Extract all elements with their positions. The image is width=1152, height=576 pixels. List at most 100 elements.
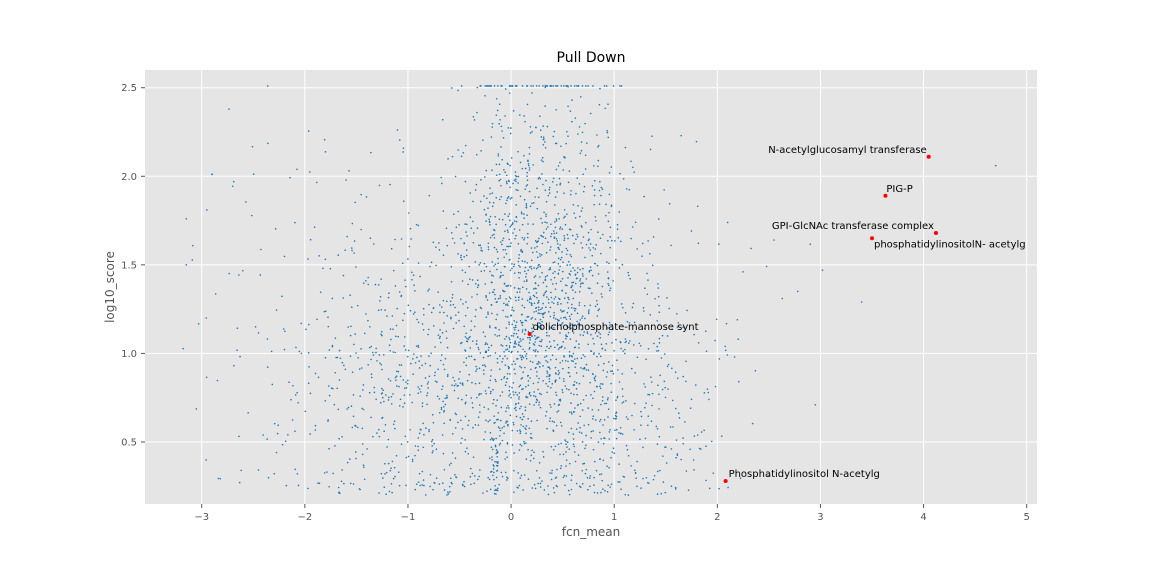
data-point [538, 176, 541, 179]
data-point [508, 213, 511, 215]
data-point [389, 183, 391, 186]
data-point [462, 484, 464, 487]
data-point [567, 489, 570, 492]
data-point [526, 262, 529, 264]
data-point [402, 200, 405, 202]
data-point [530, 420, 533, 423]
data-point [540, 345, 543, 348]
data-point [644, 437, 647, 440]
data-point [489, 379, 492, 382]
data-point [564, 347, 566, 349]
data-point [370, 358, 372, 361]
data-point [525, 319, 528, 322]
data-point [581, 317, 583, 319]
data-point [535, 349, 537, 351]
data-point [505, 410, 507, 413]
data-point [624, 352, 626, 355]
data-point [577, 323, 579, 326]
data-point [491, 205, 494, 208]
data-point [535, 470, 538, 472]
data-point [559, 467, 562, 470]
data-point [615, 399, 617, 402]
data-point [405, 387, 408, 389]
data-point [532, 323, 534, 326]
data-point [555, 108, 557, 111]
data-point [686, 309, 688, 312]
x-tick-label: 2 [714, 512, 720, 523]
data-point [624, 493, 627, 496]
data-point [228, 108, 230, 110]
data-point [607, 239, 609, 242]
data-point [547, 241, 549, 243]
data-point [607, 277, 610, 279]
data-point [488, 457, 491, 459]
data-point [245, 201, 247, 203]
data-point [537, 388, 539, 391]
data-point [428, 328, 430, 331]
data-point [500, 241, 502, 243]
data-point [433, 482, 436, 484]
data-point [239, 355, 241, 358]
data-point [555, 218, 558, 220]
data-point [489, 488, 492, 491]
data-point [394, 351, 397, 354]
data-point [542, 365, 544, 367]
data-point [587, 85, 589, 87]
data-point [570, 327, 572, 330]
data-point [479, 306, 482, 309]
data-point [554, 288, 557, 290]
data-point [392, 423, 395, 426]
data-point [461, 437, 463, 440]
data-point [471, 340, 474, 342]
data-point [474, 424, 477, 426]
data-point [254, 326, 257, 328]
data-point [482, 369, 485, 371]
data-point [466, 235, 468, 237]
data-point [487, 313, 489, 315]
data-point [504, 471, 507, 474]
data-point [407, 455, 410, 458]
data-point [601, 383, 604, 385]
data-point [592, 246, 595, 249]
data-point [573, 307, 575, 310]
data-point [446, 300, 448, 303]
data-point [607, 282, 609, 285]
data-point [511, 85, 514, 87]
data-point [457, 397, 459, 400]
data-point [726, 221, 729, 224]
data-point [205, 459, 208, 461]
data-point [493, 438, 495, 440]
data-point [448, 485, 451, 488]
data-point [581, 131, 584, 134]
data-point [477, 346, 480, 349]
data-point [538, 321, 540, 324]
data-point [506, 479, 508, 481]
data-point [406, 441, 409, 443]
data-point [598, 308, 601, 310]
data-point [640, 424, 642, 426]
data-point [408, 212, 410, 214]
data-point [541, 173, 543, 175]
data-point [545, 200, 548, 203]
data-point [620, 303, 623, 305]
data-point [461, 398, 463, 401]
data-point [607, 136, 610, 139]
data-point [355, 352, 357, 354]
data-point [328, 349, 331, 351]
data-point [443, 468, 446, 471]
data-point [496, 268, 498, 271]
data-point [342, 274, 345, 277]
data-point [599, 385, 601, 388]
data-point [463, 485, 466, 488]
data-point [577, 422, 580, 424]
data-point [561, 391, 564, 394]
data-point [600, 343, 603, 346]
data-point [382, 477, 384, 479]
data-point [517, 351, 519, 353]
data-point [621, 388, 624, 390]
data-point [441, 434, 444, 436]
data-point [492, 291, 495, 294]
data-point [566, 441, 569, 444]
data-point [545, 228, 548, 230]
data-point [523, 442, 526, 445]
